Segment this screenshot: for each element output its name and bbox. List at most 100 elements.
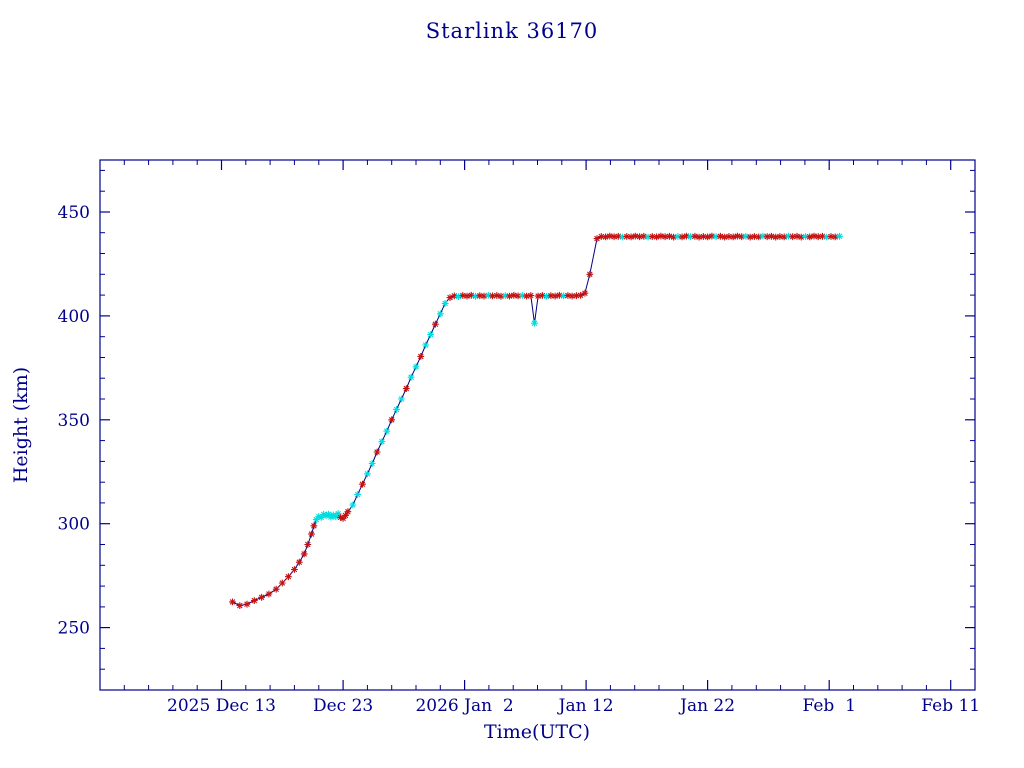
data-marker-red — [573, 292, 580, 300]
data-marker-cyan — [332, 513, 340, 521]
data-marker-red — [342, 512, 349, 519]
data-marker-cyan — [354, 491, 361, 498]
data-marker-cyan — [427, 331, 434, 338]
data-marker-cyan — [322, 512, 330, 520]
data-marker-red — [678, 233, 686, 241]
data-marker-red — [772, 233, 780, 241]
data-marker-cyan — [759, 232, 767, 240]
data-marker-red — [359, 480, 366, 488]
data-marker-red — [793, 232, 801, 240]
data-marker-red — [746, 233, 754, 241]
y-tick-label: 450 — [58, 203, 90, 223]
data-marker-red — [577, 291, 584, 299]
data-line — [232, 235, 840, 607]
data-marker-cyan — [383, 427, 391, 435]
data-marker-red — [810, 232, 818, 240]
data-marker-red — [459, 292, 467, 299]
x-tick-label: 2025 Dec 13 — [167, 696, 276, 716]
data-marker-red — [278, 579, 286, 587]
data-marker-red — [300, 550, 308, 558]
data-marker-cyan — [325, 510, 332, 518]
y-tick-label: 250 — [58, 619, 90, 639]
data-marker-cyan — [518, 292, 526, 299]
data-marker-red — [285, 573, 292, 581]
data-marker-cyan — [687, 233, 694, 241]
data-marker-red — [568, 292, 576, 300]
data-marker-red — [489, 292, 496, 300]
data-marker-red — [666, 232, 673, 240]
data-marker-red — [564, 292, 572, 299]
data-marker-cyan — [644, 233, 652, 241]
data-marker-cyan — [802, 233, 809, 240]
data-marker-red — [337, 514, 344, 521]
x-axis-label: Time(UTC) — [483, 721, 591, 743]
data-marker-red — [344, 508, 352, 516]
data-marker-red — [776, 233, 784, 240]
data-marker-red — [506, 292, 513, 300]
data-marker-red — [243, 600, 251, 608]
data-marker-red — [388, 416, 396, 424]
x-tick-label: Feb 11 — [921, 696, 980, 716]
data-marker-red — [653, 233, 660, 241]
data-marker-red — [725, 233, 733, 240]
data-marker-red — [556, 291, 563, 299]
data-marker-red — [695, 233, 703, 241]
data-marker-red — [661, 233, 669, 241]
y-tick-label: 400 — [58, 307, 90, 327]
data-marker-cyan — [472, 292, 479, 300]
data-marker-cyan — [315, 513, 323, 520]
data-marker-red — [265, 590, 273, 598]
chart-title: Starlink 36170 — [425, 19, 599, 43]
data-marker-cyan — [836, 232, 843, 240]
data-marker-cyan — [349, 501, 357, 509]
data-marker-red — [523, 292, 530, 300]
data-marker-red — [497, 292, 505, 300]
data-marker-red — [670, 233, 677, 241]
data-marker-red — [627, 233, 635, 241]
data-marker-red — [606, 232, 614, 240]
data-marker-red — [467, 291, 475, 299]
data-marker-cyan — [312, 516, 320, 523]
data-marker-red — [789, 233, 797, 241]
data-marker-red — [310, 522, 318, 530]
data-marker-red — [272, 585, 280, 593]
x-tick-label: Dec 23 — [313, 696, 373, 716]
data-marker-cyan — [334, 510, 342, 518]
data-marker-cyan — [441, 300, 449, 307]
data-marker-red — [417, 353, 425, 360]
data-marker-red — [738, 233, 746, 241]
data-marker-red — [373, 448, 381, 456]
data-marker-red — [827, 233, 835, 240]
data-marker-red — [717, 232, 724, 240]
data-marker-cyan — [712, 233, 720, 241]
y-tick-label: 300 — [58, 515, 90, 535]
data-marker-cyan — [560, 292, 567, 300]
data-marker-cyan — [543, 292, 550, 300]
data-marker-red — [480, 292, 488, 300]
data-marker-cyan — [422, 341, 430, 349]
data-marker-red — [510, 291, 518, 299]
data-marker-red — [636, 233, 643, 241]
y-tick-label: 350 — [58, 411, 90, 431]
data-marker-red — [463, 292, 471, 300]
data-marker-red — [610, 233, 618, 241]
data-marker-red — [236, 602, 244, 609]
data-marker-cyan — [329, 511, 337, 519]
data-marker-red — [476, 292, 484, 300]
data-marker-red — [450, 292, 458, 300]
data-marker-red — [755, 233, 763, 241]
data-marker-red — [446, 294, 454, 301]
plot-frame — [99, 159, 976, 691]
data-marker-cyan — [531, 319, 538, 327]
data-marker-red — [597, 233, 605, 240]
data-marker-red — [640, 232, 648, 240]
data-marker-red — [814, 233, 822, 241]
data-marker-cyan — [364, 470, 371, 478]
data-marker-cyan — [619, 233, 626, 241]
data-marker-red — [308, 530, 315, 538]
data-marker-red — [721, 233, 729, 241]
data-marker-red — [229, 598, 236, 606]
data-marker-cyan — [407, 373, 415, 381]
data-marker-red — [514, 292, 522, 300]
